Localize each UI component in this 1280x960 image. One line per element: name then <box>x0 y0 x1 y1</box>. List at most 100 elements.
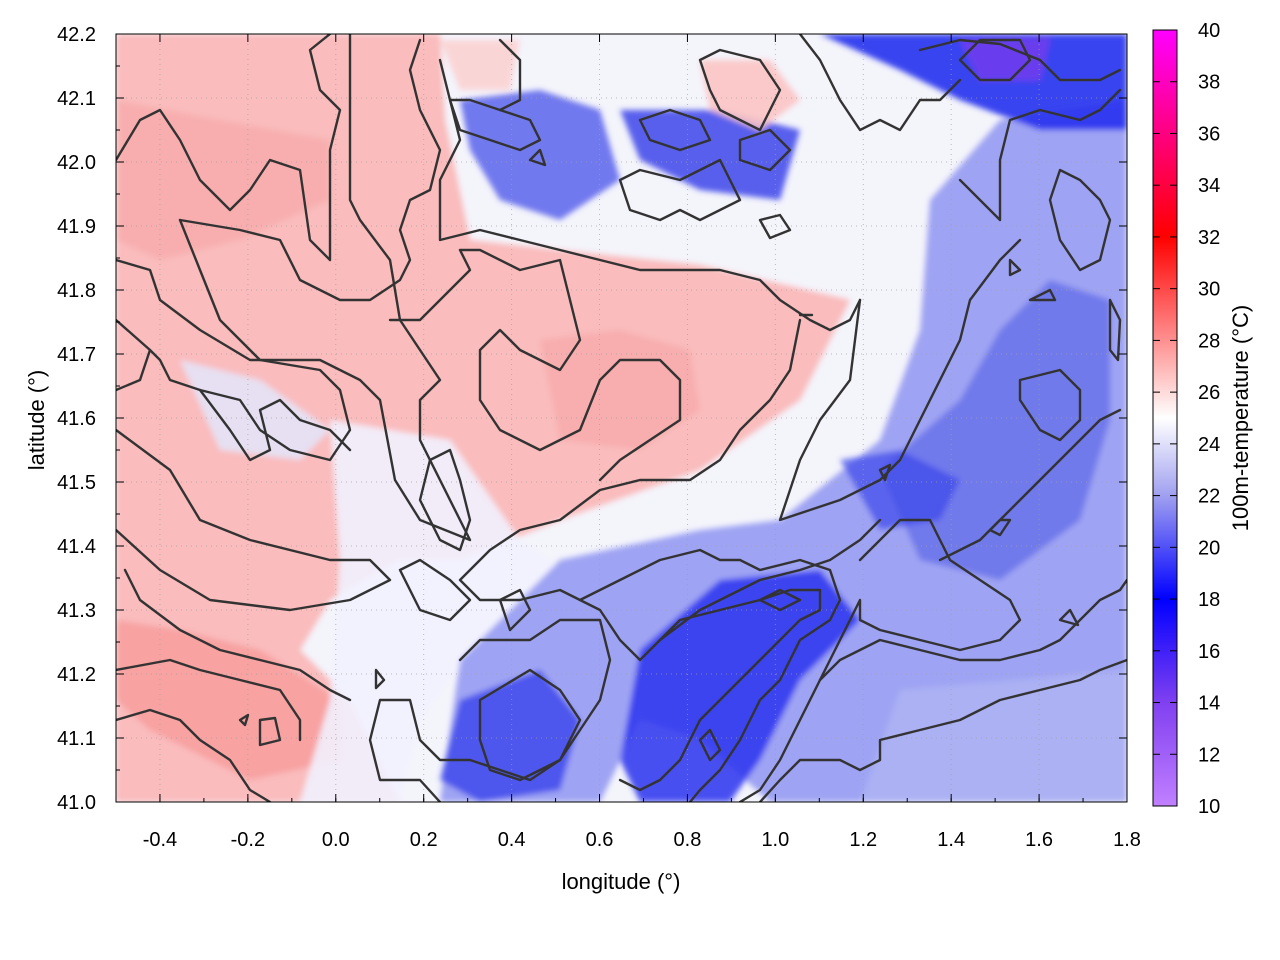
contour-line <box>618 158 742 222</box>
contour-line <box>958 88 1122 222</box>
x-tick-label: 1.6 <box>1025 829 1053 851</box>
isotherm-contours <box>116 34 1127 802</box>
contour-line <box>1048 168 1112 272</box>
x-tick-label: 1.2 <box>849 829 877 851</box>
contour-line <box>1058 608 1080 627</box>
contour-line <box>374 668 386 690</box>
contour-line <box>638 108 712 152</box>
colorbar-tick-label: 24 <box>1198 434 1220 456</box>
colorbar-ticks: 10 12 14 16 18 20 22 24 26 28 30 32 34 36 38 40 <box>1153 20 1220 818</box>
temperature-field <box>116 34 1127 802</box>
x-tick-label: 1.0 <box>761 829 789 851</box>
warm-pocket-north-2 <box>440 40 520 90</box>
contour-line <box>1108 298 1122 362</box>
cold-region-north <box>460 90 620 220</box>
x-axis-title: longitude (°) <box>562 869 681 894</box>
y-axis-title: latitude (°) <box>24 370 49 471</box>
colorbar-tick-label: 34 <box>1198 175 1220 197</box>
x-tick-label: 0.2 <box>410 829 438 851</box>
contour-line <box>238 713 250 727</box>
colorbar-tick-label: 18 <box>1198 589 1220 611</box>
colorbar-tick-label: 16 <box>1198 641 1220 663</box>
colorbar: 10 12 14 16 18 20 22 24 26 28 30 32 34 36 38 40 <box>1152 20 1220 818</box>
contour-line <box>1018 368 1082 442</box>
contour-line <box>116 34 472 542</box>
contour-line <box>698 48 782 132</box>
contour-line <box>578 548 842 802</box>
colorbar-tick-label: 20 <box>1198 537 1220 559</box>
contour-line <box>498 588 532 632</box>
contour-line <box>478 668 582 782</box>
contour-line <box>938 408 1122 562</box>
contour-line <box>438 58 862 332</box>
y-tick-label: 41.8 <box>57 280 96 302</box>
cold-region-northeast <box>820 34 1127 130</box>
x-tick-label: 0.4 <box>498 829 526 851</box>
x-tick-label: 0.0 <box>322 829 350 851</box>
contour-line <box>116 708 272 802</box>
neutral-band <box>300 420 580 802</box>
contour-line <box>778 238 1022 522</box>
contour-line <box>388 248 682 482</box>
colorbar-tick-label: 26 <box>1198 382 1220 404</box>
x-tick-label: 0.6 <box>586 829 614 851</box>
y-tick-label: 41.6 <box>57 408 96 430</box>
y-tick-label: 41.2 <box>57 664 96 686</box>
colorbar-tick-label: 38 <box>1198 72 1220 94</box>
colorbar-tick-label: 22 <box>1198 486 1220 508</box>
cold-region-north-2 <box>620 110 800 200</box>
contour-line <box>498 38 522 112</box>
colorbar-tick-label: 30 <box>1198 279 1220 301</box>
y-tick-label: 41.9 <box>57 216 96 238</box>
x-tick-label: 1.8 <box>1113 829 1141 851</box>
warm-core-northwest <box>116 100 330 260</box>
colorbar-tick-label: 40 <box>1198 20 1220 42</box>
x-tick-label: -0.2 <box>231 829 265 851</box>
y-tick-label: 41.7 <box>57 344 96 366</box>
contour-line <box>148 218 352 462</box>
y-tick-label: 42.1 <box>57 88 96 110</box>
contour-line <box>738 128 792 172</box>
contour-line <box>198 388 352 462</box>
contour-line <box>958 38 1032 82</box>
y-tick-label: 41.5 <box>57 472 96 494</box>
contour-line <box>528 148 547 167</box>
contour-line <box>1028 288 1057 302</box>
southeast-plain <box>860 670 1127 802</box>
contour-line <box>123 568 352 702</box>
cold-core-central-east <box>840 450 960 530</box>
coldest-region-northeast <box>960 38 1050 80</box>
colorbar-tick-label: 32 <box>1198 227 1220 249</box>
y-tick-label: 42.2 <box>57 24 96 46</box>
colorbar-tick-label: 10 <box>1198 796 1220 818</box>
contour-line <box>798 34 962 132</box>
contour-line <box>758 588 802 612</box>
contour-line <box>116 428 392 612</box>
x-tick-label: 1.4 <box>937 829 965 851</box>
colorbar-title: 100m-temperature (°C) <box>1228 305 1253 531</box>
y-tick-label: 41.3 <box>57 600 96 622</box>
grid-lines <box>116 34 1127 802</box>
x-tick-label: -0.4 <box>143 829 177 851</box>
contour-line <box>458 318 882 662</box>
contour-line <box>918 38 1122 82</box>
contour-line <box>698 728 722 762</box>
contour-line <box>758 658 1127 802</box>
contour-line <box>818 578 1127 682</box>
cool-island-west <box>180 360 330 460</box>
y-tick-label: 41.4 <box>57 536 96 558</box>
colorbar-tick-label: 12 <box>1198 744 1220 766</box>
contour-line <box>116 658 302 742</box>
contour-line <box>116 34 342 262</box>
contour-line <box>418 448 472 552</box>
contour-line <box>178 38 442 302</box>
warm-region-west <box>116 34 850 802</box>
contour-line <box>1008 258 1022 277</box>
x-axis: -0.4 -0.2 0.0 0.2 0.4 0.6 0.8 1.0 1.2 1.4 1.6 1.8 <box>115 34 1141 851</box>
contour-line <box>368 618 612 802</box>
colorbar-fill <box>1152 29 1178 807</box>
y-axis: 41.0 41.1 41.2 41.3 41.4 41.5 41.6 41.7 41.8 41.9… <box>57 24 1127 814</box>
contour-line <box>116 318 152 392</box>
contour-line <box>988 518 1012 537</box>
